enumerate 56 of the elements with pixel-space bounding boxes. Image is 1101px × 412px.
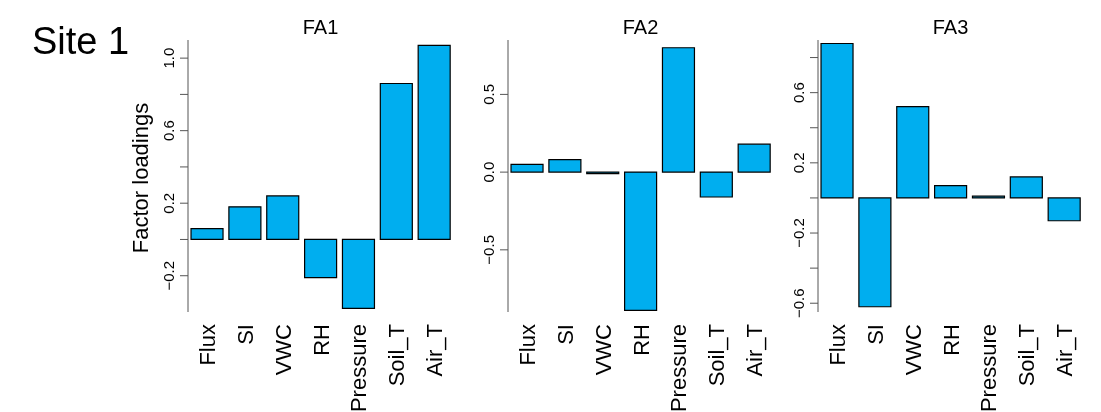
x-tick-label: Pressure (976, 324, 1002, 412)
y-tick-label: 1.0 (160, 47, 177, 69)
x-tick-label: Soil_T (384, 324, 410, 387)
y-tick-label: 0.6 (160, 120, 177, 142)
y-tick-label: 0.0 (480, 161, 497, 183)
x-tick-label: Pressure (666, 324, 692, 412)
x-tick-label: VWC (270, 323, 296, 376)
bar (379, 82, 413, 241)
x-tick-label: RH (628, 324, 654, 356)
x-tick-label: SI (862, 324, 888, 345)
x-tick-label: Air_T (422, 324, 448, 377)
bar (858, 197, 892, 308)
bar (820, 42, 854, 199)
chart-title: FA1 (301, 16, 340, 39)
x-tick-label: SI (232, 324, 258, 345)
bar (699, 171, 733, 198)
y-tick-label: −0.5 (480, 235, 497, 265)
y-tick-label: −0.6 (790, 288, 807, 319)
bar (304, 238, 338, 279)
text: Site 1 (32, 20, 130, 63)
x-tick-label: Flux (824, 324, 850, 366)
chart-title: FA3 (931, 16, 970, 39)
y-tick-label: 0.6 (790, 82, 807, 104)
x-tick-label: Pressure (346, 324, 372, 412)
y-tick-label: 0.2 (160, 192, 177, 214)
bar (266, 195, 300, 241)
y-tick-label: −0.2 (160, 260, 177, 291)
bar (624, 171, 658, 312)
y-tick-label: 0.2 (790, 152, 807, 174)
bar (896, 106, 930, 199)
bar (661, 47, 696, 173)
bar (1047, 197, 1081, 222)
x-tick-label: Soil_T (1014, 324, 1040, 387)
x-tick-label: SI (552, 324, 578, 345)
x-tick-label: VWC (900, 323, 926, 376)
bar (190, 227, 224, 241)
y-axis-title: Factor loadings (128, 102, 153, 254)
x-tick-label: RH (938, 324, 964, 356)
x-tick-label: RH (308, 324, 334, 356)
y-tick-label: −0.2 (790, 218, 807, 248)
y-tick-label: 0.5 (480, 83, 497, 105)
bar (1009, 176, 1043, 199)
x-tick-label: Flux (194, 324, 220, 366)
bar (548, 159, 582, 173)
bar (341, 238, 376, 309)
x-tick-label: Air_T (742, 324, 768, 377)
bar (510, 163, 544, 173)
bar (737, 143, 771, 173)
x-tick-label: VWC (590, 323, 616, 376)
x-tick-label: Flux (514, 324, 540, 366)
x-tick-label: Air_T (1052, 324, 1078, 377)
x-tick-label: Soil_T (704, 324, 730, 387)
chart-title: FA2 (621, 16, 660, 39)
bar (417, 44, 451, 241)
bar (228, 206, 262, 241)
bar (934, 185, 968, 199)
